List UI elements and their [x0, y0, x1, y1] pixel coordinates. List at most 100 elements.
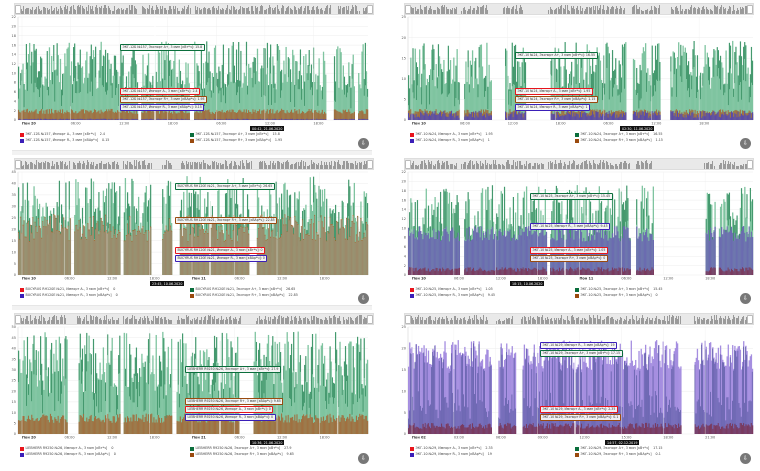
range-navigator[interactable] — [404, 3, 754, 15]
range-navigator[interactable] — [404, 158, 754, 170]
export-reactive-bar — [136, 231, 139, 275]
legend-item-import-reactive[interactable]: ЭКГ-10 №24, Импорт R-, 3 мин [кВАр*ч] 1 — [410, 138, 490, 143]
export-active-bar — [53, 45, 55, 121]
import-reactive-bar — [454, 238, 456, 275]
export-reactive-bar — [288, 112, 291, 120]
navigator-right-handle[interactable] — [367, 5, 373, 14]
navigator-bar — [215, 161, 217, 169]
legend-item-export-reactive[interactable]: ЭКГ-12Б №157, Экспорт R+, 3 мин [кВАр*ч]… — [190, 138, 282, 143]
navigator-bar — [79, 160, 81, 169]
navigator-bar — [479, 6, 481, 14]
navigator-bar — [565, 164, 567, 169]
import-active-bar — [714, 267, 716, 275]
legend-item-export-active[interactable]: BUCYRUS RH120E №21, Экспорт А+, 3 мин [к… — [190, 287, 295, 292]
range-navigator[interactable] — [14, 158, 374, 170]
navigator-right-handle[interactable] — [747, 160, 753, 169]
export-reactive-bar — [308, 235, 310, 275]
legend-item-export-active[interactable]: ЭКГ-10 №24, Экспорт А+, 3 мин [кВт*ч] 16.… — [575, 132, 663, 137]
export-active-bar — [99, 50, 101, 120]
export-reactive-bar — [183, 112, 185, 120]
import-reactive-bar — [299, 119, 302, 120]
legend-item-export-active[interactable]: ЭКГ-12Б №157, Экспорт А+, 3 мин [кВт*ч] 1… — [190, 132, 280, 137]
export-reactive-bar — [648, 112, 650, 120]
import-reactive-bar — [421, 113, 423, 120]
export-reactive-bar — [365, 109, 368, 120]
navigator-bar — [181, 7, 183, 14]
import-reactive-bar — [134, 118, 136, 120]
export-reactive-bar — [229, 109, 231, 120]
export-reactive-bar — [118, 230, 120, 275]
import-reactive-bar — [100, 118, 102, 120]
export-menu-button[interactable]: ⇩ — [358, 293, 369, 304]
navigator-bar — [341, 164, 343, 169]
export-active-bar — [475, 57, 477, 120]
range-navigator[interactable] — [14, 3, 374, 15]
legend-label: ЭКГ-12Б №157, Экспорт А+, 3 мин [кВт*ч] — [195, 132, 269, 137]
export-reactive-bar — [68, 240, 70, 275]
navigator-bar — [354, 5, 356, 14]
navigator-bar — [198, 8, 200, 14]
navigator-bar — [704, 8, 706, 14]
export-active-bar — [234, 82, 237, 120]
navigator-bar — [652, 10, 654, 14]
legend-swatch — [20, 132, 24, 137]
navigator-bar — [274, 7, 276, 14]
import-reactive-bar — [552, 114, 554, 120]
navigator-bar — [149, 163, 151, 169]
navigator-bar — [62, 10, 64, 14]
export-active-bar — [31, 51, 33, 120]
navigator-bar — [482, 163, 484, 169]
legend-item-import-active[interactable]: ЭКГ-12Б №157, Импорт А-, 3 мин [кВт*ч] 2.… — [20, 132, 105, 137]
navigator-bar — [694, 6, 695, 14]
export-reactive-bar — [217, 111, 219, 120]
navigator-bar — [561, 5, 563, 14]
navigator-bar — [549, 7, 551, 14]
export-menu-button[interactable]: ⇩ — [358, 138, 369, 149]
import-reactive-bar — [162, 119, 164, 120]
navigator-bar — [292, 164, 294, 169]
import-reactive-bar — [93, 119, 96, 120]
legend-item-export-reactive[interactable]: BUCYRUS RH120E №21, Экспорт R+, 3 мин [к… — [190, 293, 298, 298]
import-reactive-bar — [206, 119, 208, 120]
navigator-bar — [135, 7, 136, 14]
navigator-left-handle[interactable] — [405, 160, 411, 169]
navigator-left-handle[interactable] — [15, 5, 21, 14]
export-reactive-bar — [361, 110, 363, 120]
legend-item-import-reactive[interactable]: ЭКГ-12Б №157, Импорт R-, 3 мин [кВАр*ч] 0… — [20, 138, 109, 143]
navigator-right-handle[interactable] — [747, 5, 753, 14]
tooltip-import-reactive: BUCYRUS RH120E №21, Импорт R-, 3 мин [кВ… — [175, 255, 268, 262]
legend-item-import-reactive[interactable]: BUCYRUS RH120E №21, Импорт R-, 3 мин [кВ… — [20, 293, 118, 298]
export-reactive-bar — [33, 239, 35, 275]
import-reactive-bar — [151, 118, 153, 120]
navigator-bar — [465, 161, 467, 169]
navigator-bar — [219, 8, 221, 14]
import-reactive-bar — [672, 110, 674, 120]
navigator-bar — [209, 7, 211, 14]
chart-panel-p3: 0 5 10 15 20 25 30 35 40 45 Пон 10 06:00 12:00 18:00 П… — [0, 155, 380, 310]
export-reactive-bar — [263, 109, 265, 120]
series-group — [408, 40, 754, 121]
export-reactive-bar — [284, 112, 286, 120]
navigator-right-handle[interactable] — [367, 160, 373, 169]
export-menu-button[interactable]: ⇩ — [740, 138, 751, 149]
export-active-bar — [93, 57, 96, 120]
export-reactive-bar — [338, 111, 340, 120]
export-active-bar — [213, 47, 216, 121]
navigator-left-handle[interactable] — [405, 5, 411, 14]
export-active-bar — [242, 83, 244, 120]
import-active-bar — [491, 270, 494, 275]
legend-item-import-active[interactable]: ЭКГ-10 №24, Импорт А-, 3 мин [кВт*ч] 1.95 — [410, 132, 493, 137]
navigator-bar — [426, 6, 428, 14]
navigator-bar — [729, 164, 731, 169]
navigator-bar — [616, 5, 617, 14]
legend-item-export-reactive[interactable]: ЭКГ-10 №24, Экспорт R+, 3 мин [кВАр*ч] 1.… — [575, 138, 663, 143]
export-active-bar — [292, 49, 294, 120]
export-reactive-bar — [304, 229, 306, 275]
navigator-left-handle[interactable] — [15, 160, 21, 169]
export-active-bar — [158, 52, 161, 120]
navigator-bar — [174, 8, 175, 14]
export-reactive-bar — [152, 110, 154, 120]
import-reactive-bar — [639, 233, 641, 275]
import-reactive-bar — [416, 116, 419, 120]
legend-item-import-active[interactable]: BUCYRUS RH120E №21, Импорт А-, 3 мин [кВ… — [20, 287, 115, 292]
